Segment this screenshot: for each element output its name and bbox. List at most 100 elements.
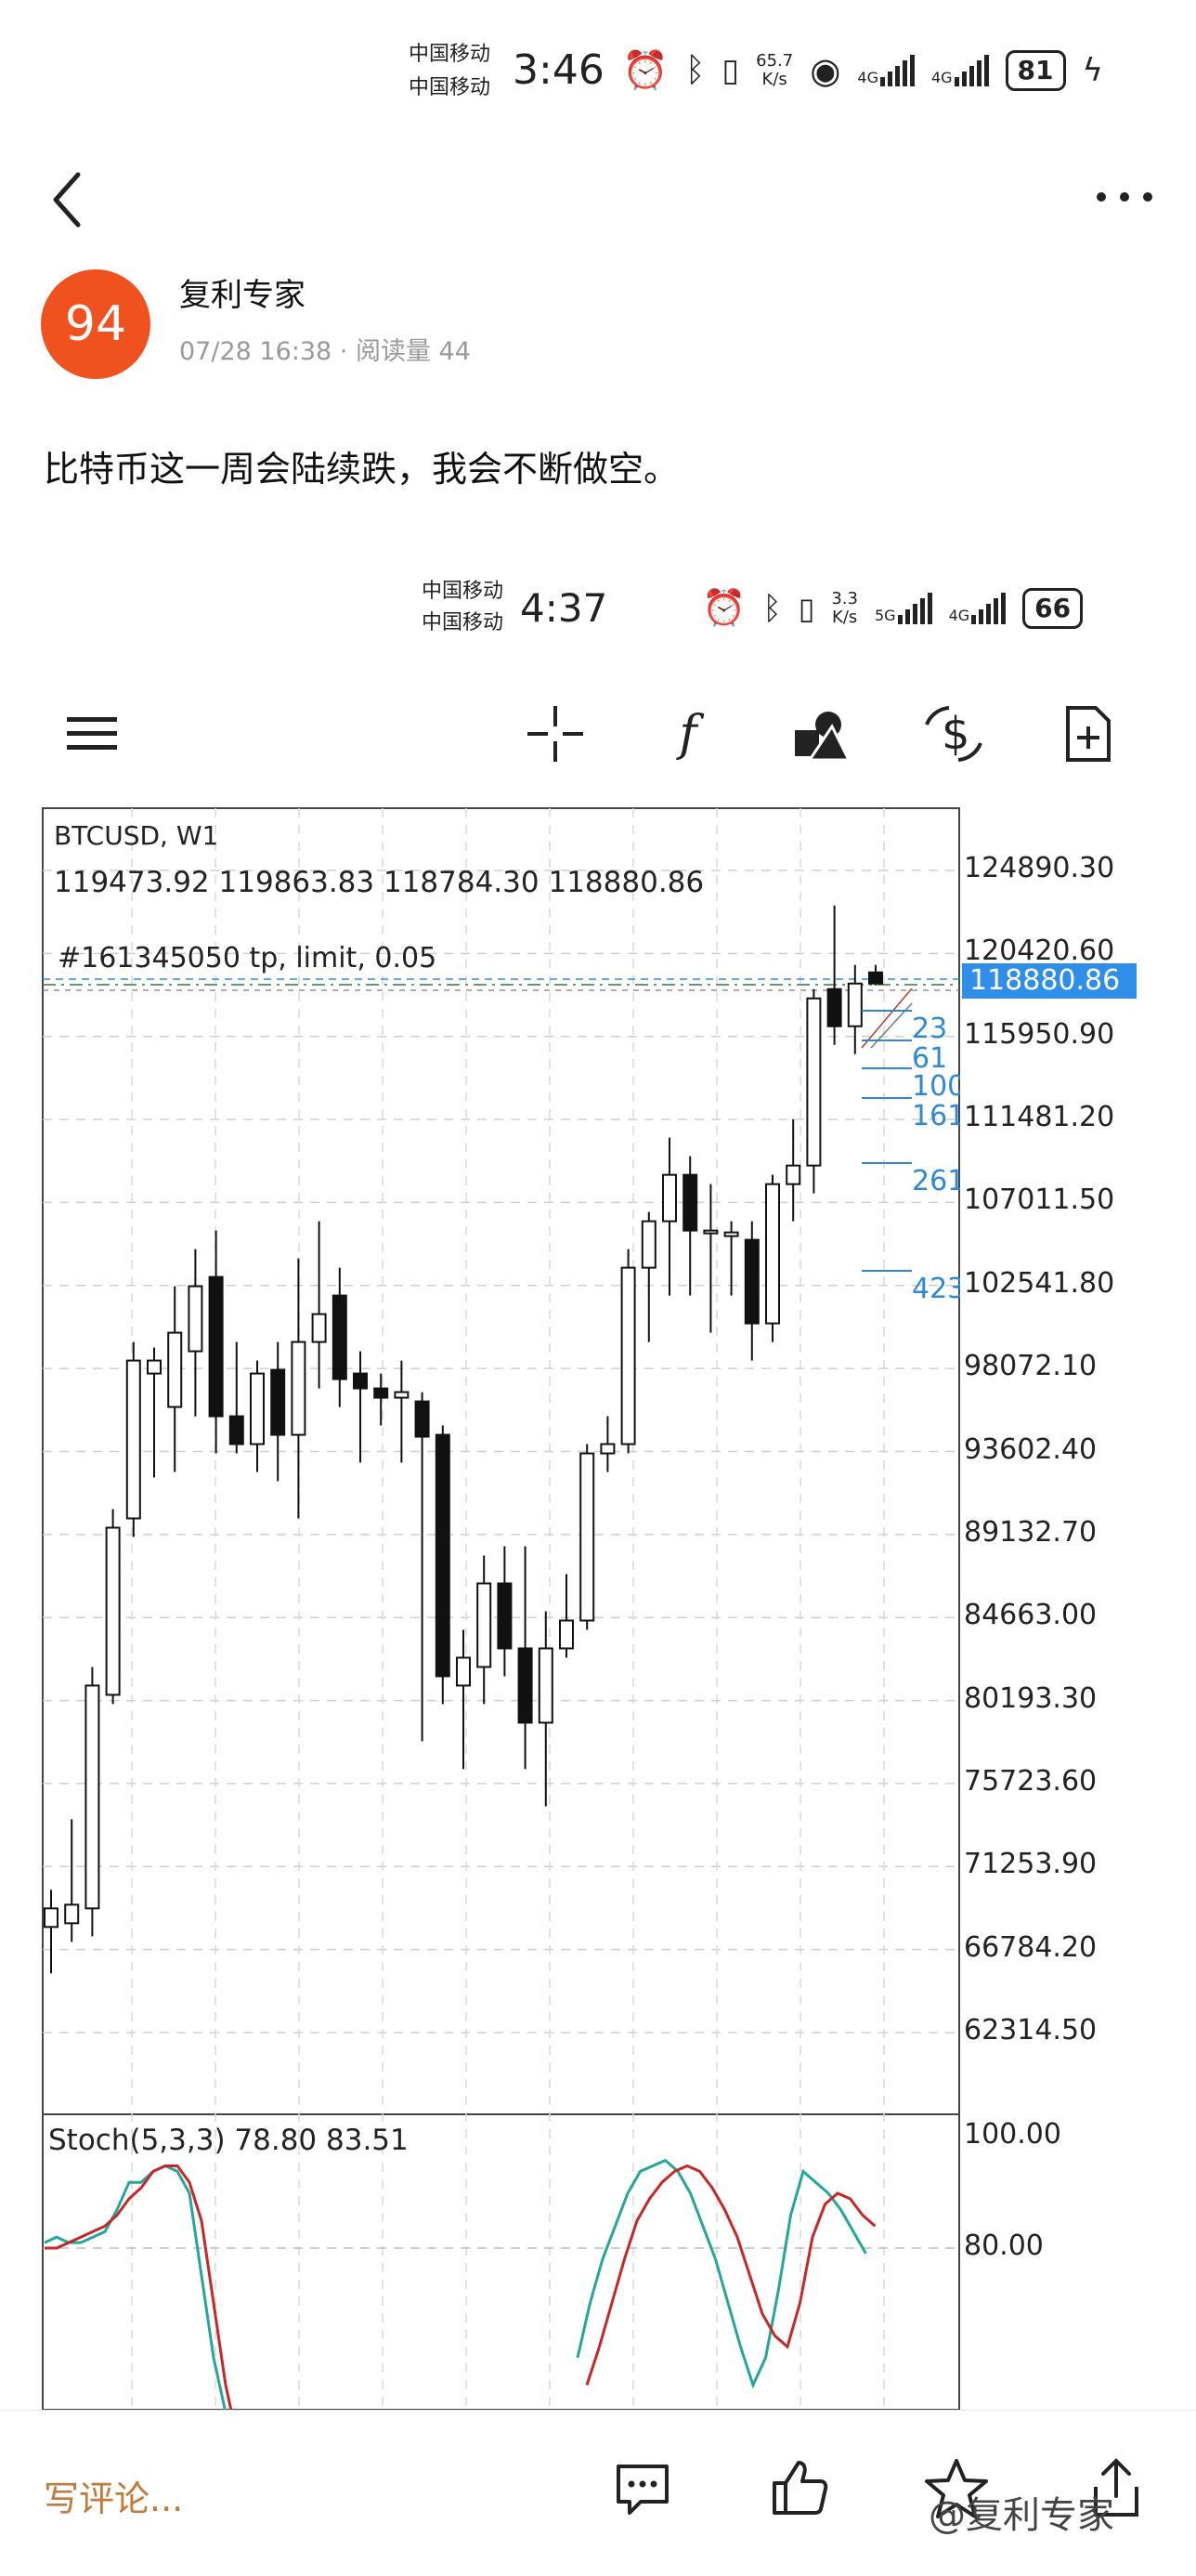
inner-vibrate-icon: ▯ — [798, 590, 815, 626]
inner-battery-icon: 66 — [1022, 587, 1084, 629]
price-chart[interactable] — [0, 0, 1196, 2410]
price-tick-label: 98072.10 — [964, 1350, 1098, 1383]
bluetooth-icon: ᛒ — [684, 51, 706, 89]
candle-body — [250, 1372, 265, 1445]
stoch-k-line-2 — [576, 2158, 867, 2389]
svg-text:$: $ — [942, 708, 970, 760]
candle-body — [559, 1619, 574, 1650]
candle-body — [806, 997, 822, 1167]
candle-body — [703, 1229, 719, 1235]
crosshair-icon[interactable] — [527, 706, 583, 762]
bottom-bar: 写评论... @复利专家 — [0, 2410, 1196, 2576]
candle-body — [600, 1443, 616, 1455]
post-text: 比特币这一周会陆续跌，我会不断做空。 — [44, 449, 680, 490]
fib-level-label: 100 — [912, 1070, 960, 1103]
candle-body — [167, 1331, 183, 1408]
post-meta: 07/28 16:38 · 阅读量 44 — [179, 337, 471, 366]
signal-1: 4G — [857, 54, 915, 86]
vibrate-icon: ▯ — [722, 51, 740, 89]
candle-body — [744, 1238, 760, 1325]
price-tick-label: 66784.20 — [964, 1930, 1098, 1964]
charging-icon: ϟ — [1082, 51, 1103, 89]
price-tick-label: 80193.30 — [964, 1681, 1098, 1715]
price-tick-label: 84663.00 — [964, 1599, 1098, 1632]
function-icon[interactable]: f — [679, 706, 697, 762]
chart-frame — [42, 807, 960, 2410]
fib-level-label: 423 — [912, 1273, 960, 1305]
objects-icon[interactable] — [791, 708, 851, 762]
net-speed: 65.7 K/s — [756, 50, 794, 89]
fib-level-label: 23 — [912, 1013, 948, 1045]
battery-icon: 81 — [1005, 49, 1066, 91]
chart-toolbar: f $ — [0, 697, 1196, 771]
watermark: @复利专家 — [929, 2494, 1114, 2537]
current-price-badge: 118880.86 — [962, 963, 1137, 999]
stoch-d-line-2 — [585, 2164, 877, 2386]
candle-body — [291, 1340, 306, 1436]
hotspot-icon: ◉ — [810, 49, 841, 91]
price-tick-label: 102541.80 — [964, 1266, 1115, 1300]
candle-body — [125, 1359, 141, 1520]
candle-body — [332, 1294, 347, 1380]
stoch-d-line — [45, 2164, 233, 2410]
star-icon[interactable] — [923, 2455, 990, 2522]
fib-trend-line — [861, 987, 913, 1049]
price-tick-label: 71253.90 — [964, 1848, 1098, 1881]
candle-body — [868, 971, 883, 985]
candle-body — [228, 1415, 244, 1445]
candle-body — [682, 1173, 698, 1232]
fib-level-label: 161 — [912, 1100, 960, 1132]
menu-icon[interactable] — [67, 715, 117, 752]
candle-body — [620, 1266, 636, 1445]
like-icon[interactable] — [765, 2455, 832, 2522]
candle-body — [456, 1656, 471, 1687]
inner-signal-1: 5G — [875, 592, 932, 624]
fib-level-label: 261 — [912, 1165, 960, 1197]
price-tick-label: 75723.60 — [964, 1764, 1098, 1798]
more-icon[interactable] — [1094, 186, 1155, 208]
stoch-label: Stoch(5,3,3) 78.80 83.51 — [48, 2124, 409, 2157]
stoch-axis-100: 100.00 — [964, 2118, 1061, 2151]
candle-body — [786, 1164, 801, 1185]
fib-level-label: 61 — [912, 1042, 948, 1075]
inner-carrier-2: 中国移动 — [422, 611, 504, 634]
ohlc-readout: 119473.92 119863.83 118784.30 118880.86 — [54, 866, 705, 899]
candle-body — [270, 1368, 286, 1436]
comment-icon[interactable] — [609, 2455, 676, 2522]
candle-body — [847, 982, 863, 1027]
candle-body — [476, 1582, 492, 1668]
candle-body — [435, 1433, 450, 1678]
price-tick-label: 115950.90 — [964, 1017, 1115, 1051]
inner-alarm-icon: ⏰ — [702, 587, 747, 628]
order-line-label: #161345050 tp, limit, 0.05 — [58, 942, 437, 974]
post-views: 阅读量 44 — [355, 337, 471, 366]
signal-2: 4G — [931, 54, 989, 86]
share-icon[interactable] — [1083, 2455, 1150, 2522]
comment-input[interactable]: 写评论... — [44, 2478, 184, 2519]
price-tick-label: 107011.50 — [964, 1183, 1115, 1217]
avatar[interactable]: 94 — [41, 269, 150, 379]
alarm-icon: ⏰ — [622, 49, 669, 92]
new-order-icon[interactable] — [1064, 704, 1112, 764]
candle-body — [394, 1391, 410, 1399]
back-arrow-icon[interactable] — [48, 169, 85, 230]
price-tick-label: 93602.40 — [964, 1432, 1098, 1466]
inner-clock: 4:37 — [520, 585, 608, 631]
candle-body — [723, 1231, 739, 1237]
inner-carrier-1: 中国移动 — [422, 580, 504, 603]
author-name[interactable]: 复利专家 — [179, 277, 306, 314]
inner-net-speed: 3.3 K/s — [831, 588, 858, 627]
candle-body — [353, 1372, 368, 1390]
candle-body — [105, 1526, 121, 1696]
candle-body — [147, 1359, 162, 1375]
candle-body — [641, 1220, 656, 1269]
trade-icon[interactable]: $ — [921, 704, 986, 764]
post-date: 07/28 16:38 — [179, 337, 332, 366]
price-tick-label: 89132.70 — [964, 1515, 1098, 1549]
candle-body — [208, 1275, 224, 1418]
stoch-axis-80: 80.00 — [964, 2229, 1044, 2262]
candle-body — [662, 1173, 677, 1223]
clock: 3:46 — [513, 46, 604, 94]
candle-body — [44, 1907, 58, 1929]
candle-body — [579, 1452, 595, 1622]
